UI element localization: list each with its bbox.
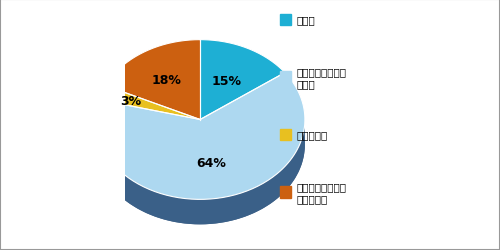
Polygon shape bbox=[95, 121, 305, 224]
Text: 18%: 18% bbox=[152, 73, 182, 86]
Text: きれい: きれい bbox=[296, 16, 315, 26]
Text: どちらかといえば
きれい: どちらかといえば きれい bbox=[296, 67, 346, 88]
Bar bbox=[280, 15, 291, 26]
Polygon shape bbox=[95, 73, 305, 200]
Text: 江れている: 江れている bbox=[296, 130, 328, 140]
Polygon shape bbox=[105, 40, 200, 120]
Bar bbox=[280, 72, 291, 83]
Text: 3%: 3% bbox=[120, 95, 142, 108]
Bar bbox=[280, 129, 291, 140]
Text: どちらかといえば
江れている: どちらかといえば 江れている bbox=[296, 181, 346, 203]
Ellipse shape bbox=[95, 65, 305, 224]
Bar bbox=[280, 186, 291, 198]
Polygon shape bbox=[98, 86, 200, 120]
Text: 64%: 64% bbox=[196, 156, 226, 170]
Text: 15%: 15% bbox=[212, 74, 242, 88]
Polygon shape bbox=[200, 40, 285, 120]
